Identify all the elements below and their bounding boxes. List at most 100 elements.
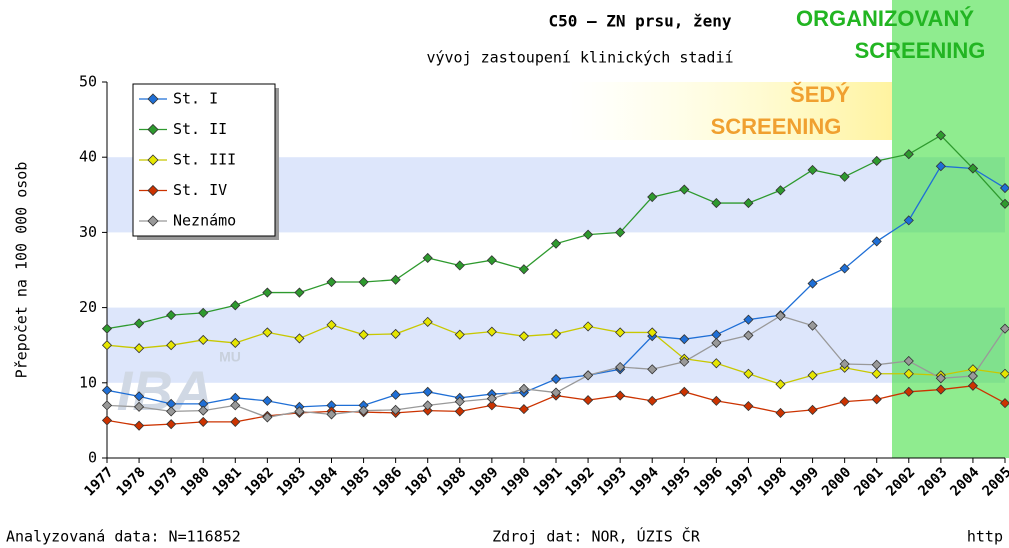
data-point <box>230 416 241 427</box>
data-point <box>903 386 914 397</box>
data-point <box>262 327 273 338</box>
data-point <box>101 385 113 396</box>
data-point <box>615 361 626 373</box>
data-point <box>518 331 529 342</box>
data-point <box>422 400 433 411</box>
data-point <box>935 130 946 141</box>
data-point <box>101 400 113 411</box>
data-point <box>967 370 978 382</box>
data-point <box>871 368 882 379</box>
data-point <box>807 278 818 289</box>
legend-label: St. II <box>173 120 227 138</box>
x-tick-label: 1999 <box>787 464 822 499</box>
x-tick-label: 1979 <box>146 464 181 499</box>
data-point <box>326 319 337 330</box>
x-tick-label: 2005 <box>980 464 1009 499</box>
data-point <box>294 406 305 417</box>
data-point <box>518 383 529 394</box>
data-point <box>101 323 113 334</box>
data-point <box>518 404 529 415</box>
x-tick-label: 1995 <box>659 464 694 499</box>
data-point <box>358 276 369 288</box>
data-point <box>615 327 626 338</box>
data-point <box>871 394 882 405</box>
data-point <box>166 310 177 321</box>
data-point <box>422 316 433 327</box>
data-point <box>326 276 337 288</box>
data-point <box>903 368 914 379</box>
data-point <box>166 419 177 430</box>
data-point <box>711 358 722 369</box>
data-point <box>583 229 594 240</box>
data-point <box>550 328 562 339</box>
legend-label: St. I <box>173 90 218 108</box>
data-point <box>198 334 209 346</box>
data-point <box>807 320 818 331</box>
x-tick-label: 1980 <box>178 464 213 499</box>
y-tick-label: 30 <box>79 223 97 241</box>
data-point <box>390 404 401 415</box>
data-point <box>807 164 818 176</box>
x-tick-label: 1982 <box>242 464 277 499</box>
x-tick-label: 1988 <box>434 464 469 499</box>
data-point <box>871 236 882 247</box>
x-tick-label: 1984 <box>306 464 341 499</box>
data-point <box>230 400 241 411</box>
legend-label: St. IV <box>173 181 227 199</box>
data-point <box>422 252 433 264</box>
data-point <box>999 198 1009 209</box>
grey-screening-region <box>570 82 892 140</box>
legend-marker <box>147 93 159 105</box>
data-point <box>326 409 337 420</box>
data-point <box>390 328 401 339</box>
data-point <box>358 329 369 340</box>
organized-screening-region <box>892 0 1009 458</box>
data-point <box>615 227 626 238</box>
x-tick-label: 2002 <box>883 464 918 499</box>
y-tick-label: 0 <box>88 449 97 467</box>
data-point <box>486 326 497 337</box>
data-point <box>807 370 818 381</box>
data-point <box>935 384 946 395</box>
data-point <box>615 390 626 401</box>
x-tick-label: 1985 <box>338 464 373 499</box>
annotation: SCREENING <box>711 114 842 139</box>
x-tick-label: 1994 <box>627 464 662 499</box>
data-point <box>454 396 465 407</box>
data-point <box>583 395 594 406</box>
data-point <box>134 391 145 402</box>
data-point <box>486 400 497 411</box>
data-point <box>775 379 786 390</box>
data-point <box>422 386 433 397</box>
data-point <box>647 364 658 375</box>
x-tick-label: 1983 <box>274 464 309 499</box>
data-point <box>583 321 594 332</box>
data-point <box>454 260 465 271</box>
data-point <box>230 300 241 311</box>
data-point <box>550 238 562 249</box>
data-point <box>999 323 1009 334</box>
data-point <box>198 416 209 427</box>
legend-marker <box>147 215 159 227</box>
data-point <box>839 358 850 370</box>
data-point <box>390 389 401 400</box>
chart-title: C50 – ZN prsu, ženy <box>548 12 731 31</box>
data-point <box>518 264 529 275</box>
x-tick-label: 1991 <box>531 464 566 499</box>
y-tick-label: 50 <box>79 73 97 91</box>
data-point <box>679 386 690 397</box>
data-point <box>262 395 273 406</box>
footer-text: Zdroj dat: NOR, ÚZIS ČR <box>492 527 701 546</box>
data-point <box>711 198 722 209</box>
data-point <box>166 340 177 351</box>
x-tick-label: 1986 <box>370 464 405 499</box>
data-point <box>262 412 273 423</box>
y-tick-label: 40 <box>79 148 97 166</box>
data-point <box>679 334 690 345</box>
data-point <box>775 310 786 321</box>
data-point <box>134 401 145 412</box>
y-axis-label: Přepočet na 100 000 osob <box>13 162 31 379</box>
data-point <box>743 198 754 209</box>
data-point <box>550 387 562 398</box>
